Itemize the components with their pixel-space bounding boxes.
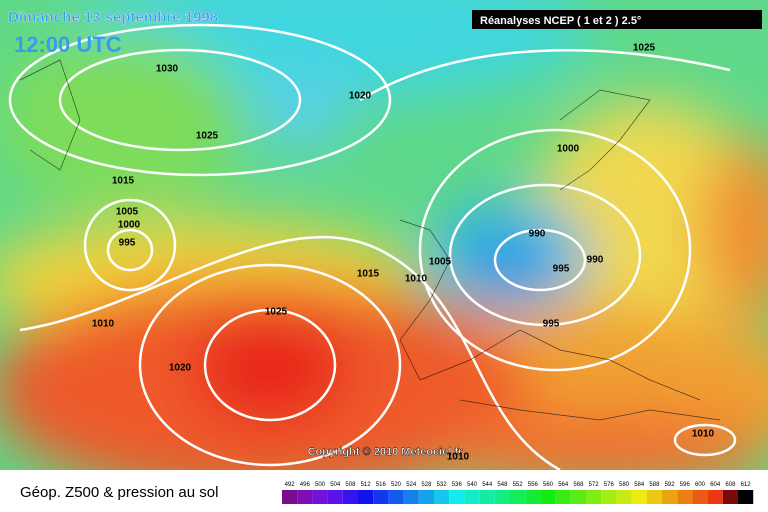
isobar-label: 1030 [156,64,179,75]
scale-swatch [373,490,389,504]
scale-label: 512 [361,482,372,488]
scale-swatch [540,490,556,504]
scale-swatch [510,490,526,504]
scale-label: 560 [543,482,554,488]
scale-label: 588 [649,482,660,488]
isobar-label: 1020 [349,91,372,102]
scale-swatch [297,490,313,504]
scale-swatch [601,490,617,504]
color-scale: 492 496 500 504 508 512 516 520 524 528 532 536 540 5… [282,482,754,504]
scale-swatch [464,490,480,504]
scale-label: 564 [558,482,569,488]
isobar-label: 1010 [692,429,715,440]
scale-label: 612 [741,482,752,488]
scale-label: 504 [330,482,341,488]
scale-label: 552 [513,482,524,488]
map-time: 12:00 UTC [14,32,122,57]
scale-swatch [403,490,419,504]
scale-swatch [449,490,465,504]
isobar-labels: 1030 1025 1015 1005 1000 995 1010 1020 1025 1015 1… [92,43,715,463]
scale-label: 492 [285,482,296,488]
scale-swatch [342,490,358,504]
scale-label: 536 [452,482,463,488]
scale-swatch [418,490,434,504]
isobar-label: 995 [119,238,136,249]
scale-label: 556 [528,482,539,488]
isobar-label: 1025 [633,43,656,54]
isobar-label: 1000 [118,220,141,231]
isobar-label: 990 [529,229,546,240]
scale-label: 584 [634,482,645,488]
isobar-label: 1020 [169,363,192,374]
scale-label: 548 [497,482,508,488]
scale-swatch [388,490,404,504]
scale-swatch [479,490,495,504]
scale-label: 524 [406,482,417,488]
isobar-label: 995 [553,264,570,275]
scale-label: 540 [467,482,478,488]
scale-label: 600 [695,482,706,488]
isobar-label: 990 [587,255,604,266]
scale-swatch [616,490,632,504]
scale-label: 520 [391,482,402,488]
scale-label: 592 [665,482,676,488]
scale-label: 568 [573,482,584,488]
scale-label: 544 [482,482,493,488]
isobar-label: 995 [543,319,560,330]
scale-label: 500 [315,482,326,488]
isobar-label: 1015 [112,176,135,187]
scale-swatch [586,490,602,504]
scale-label: 528 [421,482,432,488]
scale-swatch [707,490,723,504]
map-field: Dimanche 13 septembre 1998 12:00 UTC Réa… [0,0,768,470]
isobar-label: 1010 [92,319,115,330]
isobars [8,23,737,470]
isobar-label: 1010 [405,274,428,285]
isobar-label: 1000 [557,144,580,155]
legend-title: Géop. Z500 & pression au sol [20,484,218,501]
isobar-label: 1005 [429,257,452,268]
scale-swatch [358,490,374,504]
scale-swatch [662,490,678,504]
scale-label: 576 [604,482,615,488]
scale-swatch [327,490,343,504]
scale-label: 596 [680,482,691,488]
isobar-label: 1005 [116,207,139,218]
coastlines [19,59,721,421]
scale-swatch [494,490,510,504]
scale-label: 496 [300,482,311,488]
scale-label: 580 [619,482,630,488]
scale-swatch [525,490,541,504]
scale-label: 572 [589,482,600,488]
scale-swatch [555,490,571,504]
scale-label: 516 [376,482,387,488]
scale-swatch [677,490,693,504]
isobar-label: 1015 [357,269,380,280]
scale-swatch [631,490,647,504]
source-label: Réanalyses NCEP ( 1 et 2 ) 2.5° [480,15,641,27]
isobar-label: 1010 [447,452,470,463]
scale-swatch [646,490,662,504]
isobar-label: 1025 [265,307,288,318]
scale-label: 532 [437,482,448,488]
scale-swatch [570,490,586,504]
map-date: Dimanche 13 septembre 1998 [8,9,218,26]
scale-swatch [722,490,738,504]
scale-swatch [312,490,328,504]
isobar-label: 1025 [196,131,219,142]
copyright: Copyright © 2010 Meteociel.fr [308,446,464,458]
scale-swatch [282,490,298,504]
scale-label: 608 [725,482,736,488]
scale-swatch [692,490,708,504]
scale-swatch [434,490,450,504]
scale-label: 508 [345,482,356,488]
scale-label: 604 [710,482,721,488]
scale-swatch [738,490,754,504]
